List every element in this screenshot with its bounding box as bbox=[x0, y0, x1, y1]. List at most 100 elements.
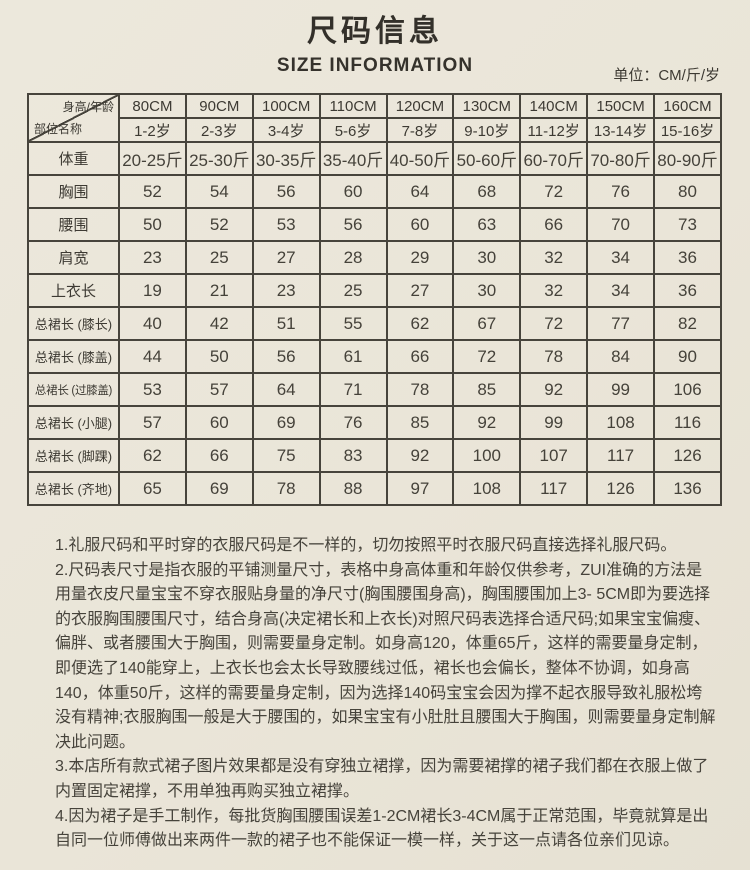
size-cell: 65 bbox=[118, 471, 187, 506]
size-cell: 40-50斤 bbox=[385, 141, 455, 176]
age-header: 9-10岁 bbox=[452, 117, 522, 143]
note-3: 3.本店所有款式裙子图片效果都是没有穿独立裙撑，因为需要裙撑的裙子我们都在衣服上… bbox=[55, 758, 709, 800]
size-cell: 67 bbox=[452, 306, 522, 341]
size-cell: 50-60斤 bbox=[452, 141, 522, 176]
table-row: 总裙长 (脚踝) 62 66 75 83 92 100 107 117 126 bbox=[27, 438, 722, 473]
size-cell: 60 bbox=[318, 174, 388, 209]
size-cell: 32 bbox=[519, 273, 589, 308]
size-cell: 27 bbox=[251, 240, 321, 275]
size-cell: 70-80斤 bbox=[586, 141, 655, 176]
size-cell: 55 bbox=[318, 306, 388, 341]
size-cell: 30 bbox=[452, 273, 522, 308]
size-cell: 27 bbox=[385, 273, 455, 308]
size-cell: 66 bbox=[519, 207, 589, 242]
size-cell: 54 bbox=[184, 174, 254, 209]
size-cell: 83 bbox=[318, 438, 388, 473]
table-row: 腰围 50 52 53 56 60 63 66 70 73 bbox=[27, 207, 722, 242]
size-cell: 50 bbox=[184, 339, 254, 374]
size-cell: 84 bbox=[586, 339, 655, 374]
size-cell: 52 bbox=[118, 174, 187, 209]
size-cell: 30 bbox=[452, 240, 522, 275]
age-header: 2-3岁 bbox=[184, 117, 254, 143]
page-title: 尺码信息 bbox=[307, 15, 443, 48]
size-cell: 57 bbox=[118, 405, 187, 440]
size-cell: 25 bbox=[318, 273, 388, 308]
size-cell: 21 bbox=[184, 273, 254, 308]
size-cell: 97 bbox=[385, 471, 455, 506]
height-header: 90CM bbox=[184, 93, 254, 119]
size-cell: 76 bbox=[586, 174, 655, 209]
size-cell: 64 bbox=[385, 174, 455, 209]
size-cell: 106 bbox=[653, 372, 722, 407]
size-cell: 28 bbox=[318, 240, 388, 275]
size-cell: 36 bbox=[653, 273, 722, 308]
height-header: 130CM bbox=[452, 93, 522, 119]
row-label: 总裙长 (脚踝) bbox=[27, 438, 120, 473]
size-cell: 136 bbox=[653, 471, 722, 506]
page-subtitle: SIZE INFORMATION bbox=[276, 55, 474, 76]
size-cell: 36 bbox=[653, 240, 722, 275]
size-cell: 126 bbox=[586, 471, 655, 506]
size-cell: 107 bbox=[519, 438, 589, 473]
size-cell: 64 bbox=[251, 372, 321, 407]
age-header: 7-8岁 bbox=[385, 117, 455, 143]
height-header: 160CM bbox=[653, 93, 722, 119]
table-row: 上衣长 19 21 23 25 27 30 32 34 36 bbox=[27, 273, 722, 308]
size-cell: 80-90斤 bbox=[653, 141, 722, 176]
size-cell: 82 bbox=[653, 306, 722, 341]
corner-part-name-label: 部位名称 bbox=[34, 122, 83, 136]
size-cell: 85 bbox=[452, 372, 522, 407]
age-header: 11-12岁 bbox=[519, 117, 589, 143]
size-cell: 34 bbox=[586, 240, 655, 275]
age-header: 1-2岁 bbox=[118, 117, 187, 143]
size-cell: 51 bbox=[251, 306, 321, 341]
corner-height-age-label: 身高/年龄 bbox=[62, 100, 114, 114]
size-cell: 25-30斤 bbox=[184, 141, 254, 176]
size-cell: 72 bbox=[452, 339, 522, 374]
size-cell: 60 bbox=[184, 405, 254, 440]
age-header: 3-4岁 bbox=[251, 117, 321, 143]
size-cell: 70 bbox=[586, 207, 655, 242]
size-cell: 117 bbox=[586, 438, 655, 473]
height-header: 110CM bbox=[318, 93, 388, 119]
size-cell: 44 bbox=[118, 339, 187, 374]
corner-header: 身高/年龄部位名称 bbox=[27, 93, 120, 143]
age-header: 15-16岁 bbox=[653, 117, 722, 143]
age-header: 13-14岁 bbox=[586, 117, 655, 143]
size-cell: 75 bbox=[251, 438, 321, 473]
size-cell: 23 bbox=[118, 240, 187, 275]
size-cell: 42 bbox=[184, 306, 254, 341]
size-cell: 68 bbox=[452, 174, 522, 209]
table-row: 肩宽 23 25 27 28 29 30 32 34 36 bbox=[27, 240, 722, 275]
height-header: 100CM bbox=[251, 93, 321, 119]
size-cell: 85 bbox=[385, 405, 455, 440]
table-row: 体重 20-25斤 25-30斤 30-35斤 35-40斤 40-50斤 50-60斤 60… bbox=[27, 141, 722, 176]
size-cell: 108 bbox=[452, 471, 522, 506]
table-row: 总裙长 (膝长) 40 42 51 55 62 67 72 77 82 bbox=[27, 306, 722, 341]
size-cell: 73 bbox=[653, 207, 722, 242]
size-cell: 92 bbox=[519, 372, 589, 407]
size-cell: 88 bbox=[318, 471, 388, 506]
size-cell: 32 bbox=[519, 240, 589, 275]
size-cell: 100 bbox=[452, 438, 522, 473]
size-cell: 25 bbox=[184, 240, 254, 275]
size-cell: 29 bbox=[385, 240, 455, 275]
size-cell: 90 bbox=[653, 339, 722, 374]
size-cell: 72 bbox=[519, 306, 589, 341]
table-row: 胸围 52 54 56 60 64 68 72 76 80 bbox=[27, 174, 722, 209]
age-header: 5-6岁 bbox=[318, 117, 388, 143]
size-cell: 19 bbox=[118, 273, 187, 308]
size-cell: 77 bbox=[586, 306, 655, 341]
row-label: 总裙长 (膝盖) bbox=[27, 339, 120, 374]
size-cell: 53 bbox=[118, 372, 187, 407]
size-cell: 60 bbox=[385, 207, 455, 242]
size-cell: 40 bbox=[118, 306, 187, 341]
table-row: 总裙长 (齐地) 65 69 78 88 97 108 117 126 136 bbox=[27, 471, 722, 506]
size-cell: 61 bbox=[318, 339, 388, 374]
note-1: 1.礼服尺码和平时穿的衣服尺码是不一样的，切勿按照平时衣服尺码直接选择礼服尺码。 bbox=[55, 537, 677, 554]
size-cell: 66 bbox=[385, 339, 455, 374]
size-table: 身高/年龄 部位名称 80CM 90CM 100CM 110CM 120CM 130CM 140… bbox=[27, 93, 722, 506]
size-cell: 62 bbox=[385, 306, 455, 341]
row-label: 肩宽 bbox=[27, 240, 120, 275]
size-cell: 50 bbox=[118, 207, 187, 242]
